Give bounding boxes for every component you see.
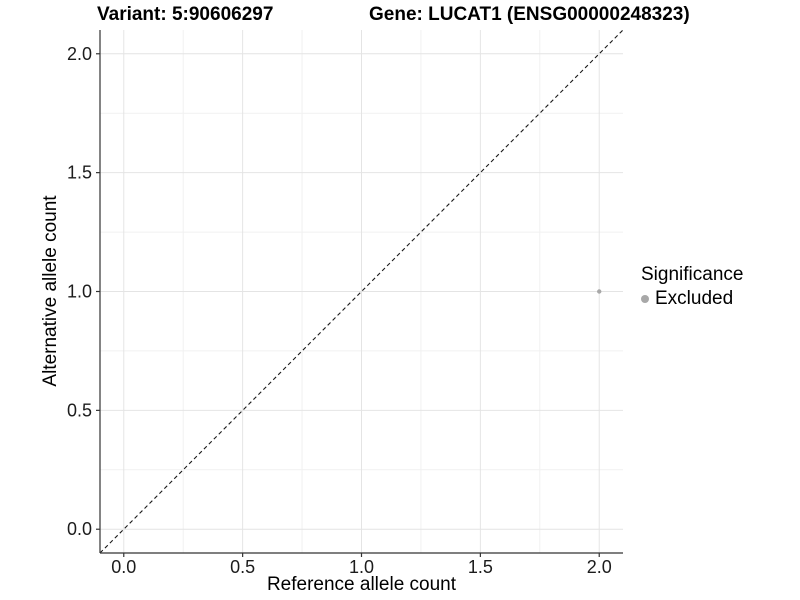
x-tick-label: 1.5 [468, 557, 493, 577]
identity-line [99, 29, 624, 554]
x-tick-label: 2.0 [587, 557, 612, 577]
legend-item-label: Excluded [655, 288, 734, 309]
x-tick-label: 0.0 [111, 557, 136, 577]
y-tick-label: 1.0 [67, 282, 92, 302]
y-axis-title: Alternative allele count [40, 195, 61, 387]
y-tick-label: 0.0 [67, 519, 92, 539]
y-tick-label: 0.5 [67, 400, 92, 420]
y-tick-label: 2.0 [67, 44, 92, 64]
data-point [597, 289, 602, 294]
plot-title-variant: Variant: 5:90606297 [97, 4, 274, 25]
x-axis-title: Reference allele count [266, 574, 457, 595]
legend-title: Significance [641, 264, 744, 285]
legend: Significance Excluded [641, 264, 743, 310]
legend-point-icon [641, 295, 649, 303]
legend-item-excluded: Excluded [641, 288, 743, 310]
plot-title-gene: Gene: LUCAT1 (ENSG00000248323) [369, 4, 690, 25]
x-tick-label: 1.0 [349, 557, 374, 577]
x-tick-label: 0.5 [230, 557, 255, 577]
y-tick-label: 1.5 [67, 163, 92, 183]
